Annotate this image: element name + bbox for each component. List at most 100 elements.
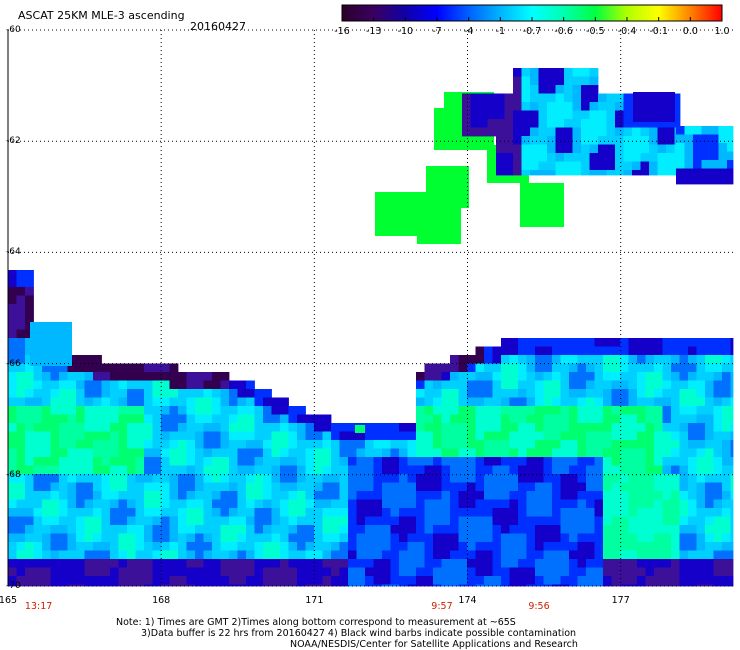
ice-contamination-patch xyxy=(417,208,461,244)
data-cell xyxy=(509,363,519,373)
data-cell xyxy=(373,559,383,568)
data-cell xyxy=(598,119,607,128)
data-cell xyxy=(637,355,646,364)
data-cell xyxy=(305,482,315,492)
data-cell xyxy=(67,491,77,500)
data-cell xyxy=(713,550,723,560)
data-cell xyxy=(543,457,553,466)
data-cell xyxy=(577,525,587,534)
data-cell xyxy=(59,516,68,526)
data-cell xyxy=(577,491,587,500)
data-cell xyxy=(42,363,51,373)
data-cell xyxy=(288,482,298,492)
data-cell xyxy=(513,119,522,128)
data-cell xyxy=(42,406,51,415)
data-cell xyxy=(569,567,578,577)
data-cell xyxy=(135,423,145,432)
data-cell xyxy=(543,440,553,449)
data-cell xyxy=(569,346,578,356)
data-cell xyxy=(526,440,536,449)
data-cell xyxy=(407,559,417,568)
data-cell xyxy=(229,499,238,509)
data-cell xyxy=(186,474,196,483)
data-cell xyxy=(730,567,734,577)
data-cell xyxy=(220,550,230,560)
data-cell xyxy=(594,363,604,373)
data-cell xyxy=(611,457,621,466)
data-cell xyxy=(186,525,196,534)
data-cell xyxy=(212,474,221,483)
data-cell xyxy=(93,457,102,466)
data-cell xyxy=(314,525,323,534)
data-cell xyxy=(33,508,43,517)
data-cell xyxy=(492,499,502,509)
data-cell xyxy=(169,457,179,466)
data-cell xyxy=(237,508,247,517)
data-cell xyxy=(433,550,442,560)
data-cell xyxy=(220,533,230,543)
data-cell xyxy=(589,136,599,145)
data-cell xyxy=(572,76,582,86)
data-cell xyxy=(407,448,417,458)
data-cell xyxy=(547,85,556,94)
data-cell xyxy=(8,329,17,339)
data-cell xyxy=(424,423,434,432)
data-cell xyxy=(586,533,595,543)
data-cell xyxy=(356,474,366,483)
data-cell xyxy=(229,491,238,500)
data-cell xyxy=(280,516,289,526)
data-cell xyxy=(271,516,281,526)
data-cell xyxy=(203,372,213,381)
data-cell xyxy=(365,423,374,432)
data-cell xyxy=(637,584,646,587)
data-cell xyxy=(59,406,68,415)
data-cell xyxy=(654,380,663,390)
data-cell xyxy=(662,440,672,449)
data-cell xyxy=(727,168,734,178)
data-cell xyxy=(16,474,26,483)
data-cell xyxy=(538,93,548,103)
data-cell xyxy=(93,491,102,500)
data-cell xyxy=(594,533,604,543)
data-cell xyxy=(654,559,663,568)
data-cell xyxy=(543,491,553,500)
data-cell xyxy=(152,525,162,534)
data-cell xyxy=(50,423,60,432)
data-cell xyxy=(713,397,723,407)
data-cell xyxy=(560,499,570,509)
data-cell xyxy=(615,153,624,162)
data-cell xyxy=(606,93,616,103)
data-cell xyxy=(458,414,468,424)
data-cell xyxy=(322,491,332,500)
data-cell xyxy=(501,533,510,543)
data-cell xyxy=(535,584,544,587)
data-cell xyxy=(679,363,689,373)
data-cell xyxy=(16,491,26,500)
data-cell xyxy=(356,525,366,534)
data-cell xyxy=(662,397,672,407)
data-cell xyxy=(504,110,514,120)
data-cell xyxy=(684,168,694,178)
data-cell xyxy=(169,363,179,373)
data-cell xyxy=(654,516,663,526)
data-cell xyxy=(348,576,357,585)
data-cell xyxy=(492,482,502,492)
data-cell xyxy=(637,363,646,373)
data-cell xyxy=(560,338,570,347)
data-cell xyxy=(186,457,196,466)
data-cell xyxy=(628,440,638,449)
data-cell xyxy=(416,397,425,407)
data-cell xyxy=(144,397,153,407)
data-cell xyxy=(730,448,734,458)
data-cell xyxy=(8,270,17,279)
data-cell xyxy=(560,440,570,449)
data-cell xyxy=(628,542,638,551)
data-cell xyxy=(84,406,94,415)
data-cell xyxy=(229,533,238,543)
data-cell xyxy=(671,414,680,424)
data-cell xyxy=(203,431,213,441)
data-cell xyxy=(645,508,655,517)
data-cell xyxy=(118,576,128,585)
data-cell xyxy=(496,144,505,154)
